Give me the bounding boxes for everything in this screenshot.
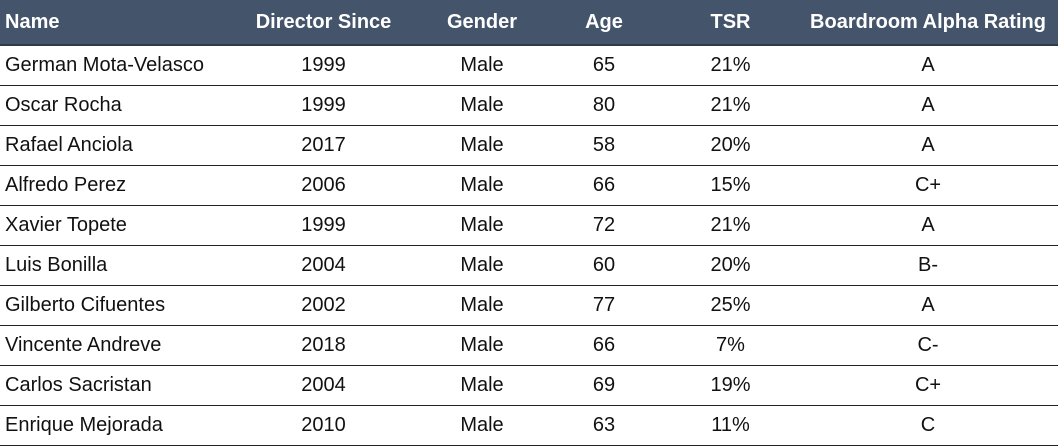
cell-gender: Male [419,285,545,326]
cell-gender: Male [419,405,545,446]
cell-director-since: 1999 [228,45,419,86]
table-header: Name Director Since Gender Age TSR Board… [0,0,1058,46]
cell-rating: B- [798,245,1058,286]
table-row: Vincente Andreve 2018 Male 66 7% C- [0,325,1058,366]
table-row: Luis Bonilla 2004 Male 60 20% B- [0,245,1058,286]
cell-name: Carlos Sacristan [0,365,228,406]
cell-tsr: 7% [663,325,798,366]
cell-name: Rafael Anciola [0,125,228,166]
table-row: Gilberto Cifuentes 2002 Male 77 25% A [0,285,1058,326]
cell-age: 72 [545,205,663,246]
cell-tsr: 21% [663,85,798,126]
cell-gender: Male [419,325,545,366]
cell-name: Vincente Andreve [0,325,228,366]
cell-age: 66 [545,325,663,366]
cell-tsr: 21% [663,205,798,246]
table-row: Rafael Anciola 2017 Male 58 20% A [0,125,1058,166]
cell-age: 66 [545,165,663,206]
column-header-age: Age [545,0,663,46]
column-header-tsr: TSR [663,0,798,46]
cell-tsr: 21% [663,45,798,86]
cell-gender: Male [419,245,545,286]
table-row: German Mota-Velasco 1999 Male 65 21% A [0,45,1058,86]
cell-name: Oscar Rocha [0,85,228,126]
cell-director-since: 2017 [228,125,419,166]
table-row: Enrique Mejorada 2010 Male 63 11% C [0,405,1058,446]
cell-age: 60 [545,245,663,286]
cell-age: 65 [545,45,663,86]
cell-name: Gilberto Cifuentes [0,285,228,326]
cell-age: 80 [545,85,663,126]
cell-director-since: 2010 [228,405,419,446]
column-header-gender: Gender [419,0,545,46]
cell-gender: Male [419,85,545,126]
cell-name: Xavier Topete [0,205,228,246]
cell-tsr: 20% [663,125,798,166]
table-body: German Mota-Velasco 1999 Male 65 21% A Oscar R… [0,45,1058,446]
column-header-director-since: Director Since [228,0,419,46]
cell-director-since: 2018 [228,325,419,366]
cell-director-since: 2006 [228,165,419,206]
cell-rating: C- [798,325,1058,366]
header-row: Name Director Since Gender Age TSR Board… [0,0,1058,46]
cell-gender: Male [419,365,545,406]
cell-director-since: 1999 [228,85,419,126]
cell-rating: C [798,405,1058,446]
cell-director-since: 2004 [228,365,419,406]
table-row: Carlos Sacristan 2004 Male 69 19% C+ [0,365,1058,406]
cell-rating: C+ [798,165,1058,206]
cell-age: 69 [545,365,663,406]
cell-director-since: 1999 [228,205,419,246]
cell-name: Enrique Mejorada [0,405,228,446]
table-row: Xavier Topete 1999 Male 72 21% A [0,205,1058,246]
cell-rating: A [798,285,1058,326]
cell-tsr: 25% [663,285,798,326]
cell-tsr: 19% [663,365,798,406]
column-header-rating: Boardroom Alpha Rating [798,0,1058,46]
cell-director-since: 2002 [228,285,419,326]
cell-director-since: 2004 [228,245,419,286]
cell-gender: Male [419,45,545,86]
cell-gender: Male [419,165,545,206]
cell-rating: C+ [798,365,1058,406]
cell-age: 77 [545,285,663,326]
cell-gender: Male [419,125,545,166]
table-row: Alfredo Perez 2006 Male 66 15% C+ [0,165,1058,206]
cell-age: 63 [545,405,663,446]
cell-tsr: 11% [663,405,798,446]
cell-name: Alfredo Perez [0,165,228,206]
cell-rating: A [798,45,1058,86]
cell-name: German Mota-Velasco [0,45,228,86]
column-header-name: Name [0,0,228,46]
table-row: Oscar Rocha 1999 Male 80 21% A [0,85,1058,126]
cell-rating: A [798,85,1058,126]
cell-tsr: 15% [663,165,798,206]
cell-rating: A [798,205,1058,246]
cell-tsr: 20% [663,245,798,286]
cell-age: 58 [545,125,663,166]
cell-name: Luis Bonilla [0,245,228,286]
cell-rating: A [798,125,1058,166]
cell-gender: Male [419,205,545,246]
